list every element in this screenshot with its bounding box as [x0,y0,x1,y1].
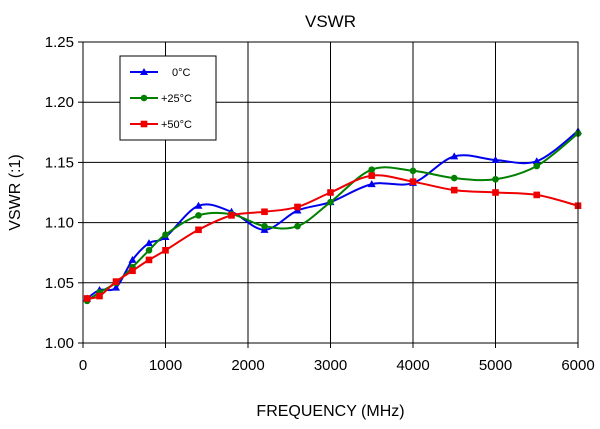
data-point [533,191,541,199]
tick-layer: 0 1000 2000 3000 4000 5000 6000 1.00 1.05 1.10 1.1… [45,34,595,374]
data-point [195,226,202,234]
data-point [409,167,417,175]
data-point [450,152,459,160]
data-point [162,246,169,254]
data-point [533,162,541,170]
legend-item: 0°C [130,67,191,79]
data-point [327,189,334,196]
data-point [492,189,499,196]
x-tick-label: 2000 [231,357,264,374]
x-axis-title: FREQUENCY (MHz) [256,403,404,420]
data-point [327,198,334,206]
y-tick-label: 1.15 [45,154,74,171]
chart-title: VSWR [305,12,356,31]
y-tick-label: 1.20 [45,94,74,111]
data-point [194,201,203,209]
data-point [368,166,376,173]
series-2 [83,172,582,302]
data-point [228,212,235,219]
x-tick-label: 3000 [314,357,347,374]
data-point [294,222,301,230]
data-point [294,203,301,211]
legend-item: +50°C [130,119,192,131]
series-0 [83,127,582,302]
series-line [86,132,579,302]
data-point [128,255,137,263]
series-1 [83,130,582,305]
data-point [112,278,120,285]
legend: 0°C +25°C +50°C [119,55,217,141]
x-tick-label: 6000 [561,357,594,374]
y-tick-label: 1.00 [45,335,74,352]
data-point [162,231,169,238]
series-line [86,130,579,300]
data-point [195,212,202,219]
data-point [367,180,376,188]
x-tick-label: 5000 [479,357,512,374]
legend-marker [140,94,148,102]
y-tick-label: 1.10 [45,215,74,232]
data-point [261,208,268,216]
data-point [145,256,153,264]
y-tick-label: 1.05 [45,275,74,292]
x-tick-label: 0 [79,357,87,374]
legend-label: +50°C [161,119,192,131]
legend-label: +25°C [161,93,192,105]
data-point [83,295,91,302]
data-point [450,186,458,194]
y-tick-label: 1.25 [45,34,74,51]
x-tick-label: 1000 [149,357,182,374]
series-layer [83,127,582,305]
data-point [368,172,376,179]
data-point [450,174,458,182]
legend-marker [140,120,148,128]
data-point [96,292,103,300]
data-point [129,267,136,275]
y-axis-title: VSWR (:1) [7,154,24,230]
data-point [112,283,120,291]
legend-item: +25°C [130,93,192,105]
data-point [491,155,500,163]
data-point [145,239,153,247]
x-tick-label: 4000 [396,357,429,374]
legend-marker [140,68,148,75]
data-point [492,175,499,183]
legend-label: 0°C [172,67,191,79]
data-point [145,246,153,254]
data-point [261,222,268,230]
data-point [409,178,417,185]
data-point [532,157,541,165]
